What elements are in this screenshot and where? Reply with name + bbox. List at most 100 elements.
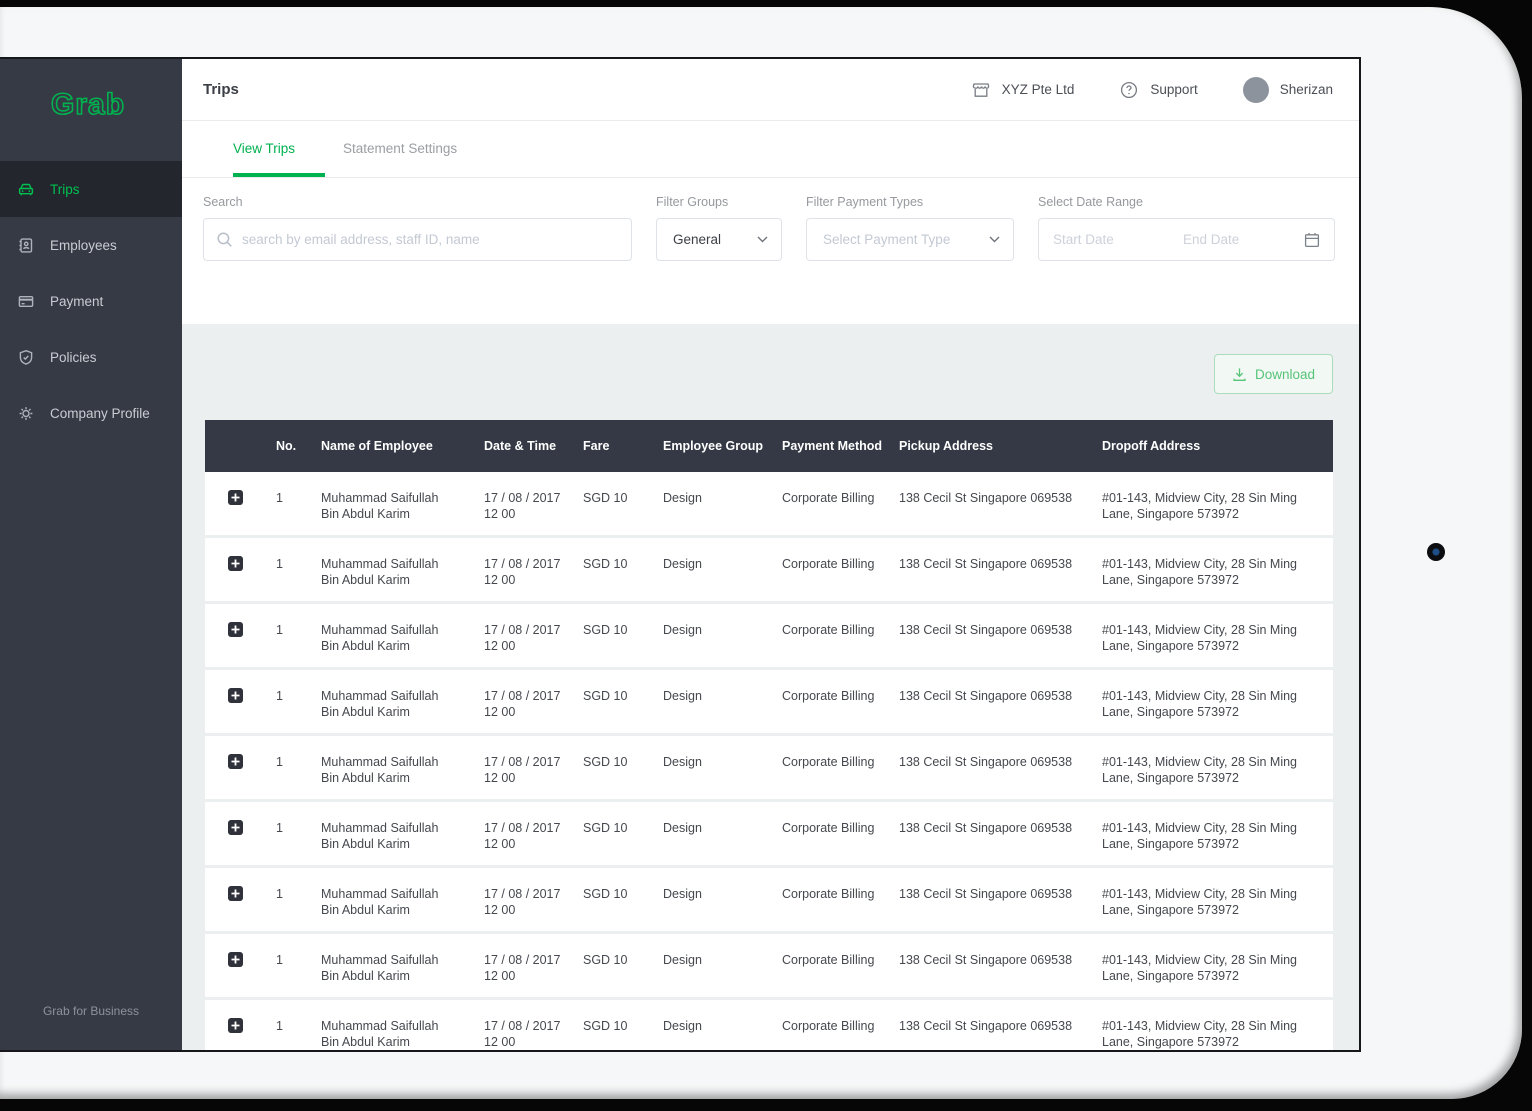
cell-datetime: 17 / 08 / 2017 12 00	[484, 820, 583, 853]
expand-row-button[interactable]	[228, 1018, 243, 1033]
expand-cell	[205, 1018, 276, 1033]
plus-icon	[231, 493, 240, 502]
column-header: Name of Employee	[321, 439, 433, 453]
cell-datetime: 17 / 08 / 2017 12 00	[484, 688, 583, 721]
search-input[interactable]	[242, 232, 619, 247]
page-title: Trips	[203, 81, 239, 98]
user-name: Sherizan	[1279, 82, 1333, 97]
expand-row-button[interactable]	[228, 754, 243, 769]
datetime-text: 17 / 08 / 2017 12 00	[484, 557, 561, 588]
cell-datetime: 17 / 08 / 2017 12 00	[484, 952, 583, 985]
tab-view-trips[interactable]: View Trips	[233, 121, 326, 177]
cell-payment-method: Corporate Billing	[782, 755, 875, 769]
expand-cell	[205, 490, 276, 505]
datetime-text: 17 / 08 / 2017 12 00	[484, 953, 561, 984]
cell-dropoff-address: #01-143, Midview City, 28 Sin Ming Lane,…	[1102, 688, 1338, 721]
employee-name-text: Muhammad Saifullah Bin Abdul Karim	[321, 821, 439, 852]
table-header-row: No. Name of Employee Date & Time Fare Employ…	[205, 420, 1333, 472]
download-button[interactable]: Download	[1213, 354, 1333, 394]
filter-payment-types-select[interactable]: Select Payment Type	[806, 218, 1014, 261]
expand-cell	[205, 886, 276, 901]
sidebar-item-label: Employees	[50, 237, 117, 253]
cell-payment-method: Corporate Billing	[782, 821, 875, 835]
expand-row-button[interactable]	[228, 556, 243, 571]
cell-dropoff-address: #01-143, Midview City, 28 Sin Ming Lane,…	[1102, 1018, 1338, 1050]
cell-no: 1	[276, 1019, 283, 1033]
chevron-down-icon	[757, 236, 768, 243]
filter-groups-value: General	[673, 232, 722, 247]
cell-employee-group: Design	[663, 821, 702, 835]
download-label: Download	[1254, 366, 1315, 382]
start-date-input[interactable]	[1053, 232, 1183, 247]
expand-row-button[interactable]	[228, 622, 243, 637]
employee-name-text: Muhammad Saifullah Bin Abdul Karim	[321, 689, 439, 720]
employee-name-text: Muhammad Saifullah Bin Abdul Karim	[321, 755, 439, 786]
main-content: Trips XYZ Pte Ltd	[182, 59, 1359, 1050]
expand-cell	[205, 688, 276, 703]
table-row: 1 Muhammad Saifullah Bin Abdul Karim 17 …	[205, 934, 1333, 997]
calendar-icon	[1304, 232, 1320, 247]
datetime-text: 17 / 08 / 2017 12 00	[484, 1019, 561, 1050]
sidebar-item-policies[interactable]: Policies	[0, 329, 182, 385]
cell-fare: SGD 10	[583, 887, 628, 901]
sidebar-item-company-profile[interactable]: Company Profile	[0, 385, 182, 441]
table-row: 1 Muhammad Saifullah Bin Abdul Karim 17 …	[205, 670, 1333, 733]
table-row: 1 Muhammad Saifullah Bin Abdul Karim 17 …	[205, 538, 1333, 601]
question-circle-icon	[1119, 80, 1139, 100]
cell-no: 1	[276, 953, 283, 967]
cell-no: 1	[276, 557, 283, 571]
end-date-input[interactable]	[1183, 232, 1303, 247]
cell-fare: SGD 10	[583, 1019, 628, 1033]
cell-employee-group: Design	[663, 953, 702, 967]
download-icon	[1233, 367, 1246, 381]
expand-row-button[interactable]	[228, 886, 243, 901]
expand-row-button[interactable]	[228, 688, 243, 703]
cell-fare: SGD 10	[583, 557, 628, 571]
cell-no: 1	[276, 755, 283, 769]
sidebar-item-employees[interactable]: Employees	[0, 217, 182, 273]
filter-groups-select[interactable]: General	[656, 218, 782, 261]
cell-pickup-address: 138 Cecil St Singapore 069538	[899, 557, 1073, 571]
filter-groups-field: Filter Groups General	[656, 195, 782, 324]
support-link[interactable]: Support	[1119, 80, 1198, 100]
car-icon	[17, 180, 35, 198]
cell-employee-group: Design	[663, 557, 702, 571]
cell-pickup-address: 138 Cecil St Singapore 069538	[899, 755, 1073, 769]
expand-row-button[interactable]	[228, 490, 243, 505]
table-row: 1 Muhammad Saifullah Bin Abdul Karim 17 …	[205, 472, 1333, 535]
sidebar-item-trips[interactable]: Trips	[0, 161, 182, 217]
sidebar-item-payment[interactable]: Payment	[0, 273, 182, 329]
dropoff-text: #01-143, Midview City, 28 Sin Ming Lane,…	[1102, 755, 1297, 786]
cell-dropoff-address: #01-143, Midview City, 28 Sin Ming Lane,…	[1102, 622, 1338, 655]
dropoff-text: #01-143, Midview City, 28 Sin Ming Lane,…	[1102, 887, 1297, 918]
sidebar-item-label: Trips	[50, 181, 80, 197]
cell-employee-group: Design	[663, 1019, 702, 1033]
company-selector[interactable]: XYZ Pte Ltd	[971, 80, 1074, 100]
expand-row-button[interactable]	[228, 820, 243, 835]
cell-no: 1	[276, 623, 283, 637]
expand-row-button[interactable]	[228, 952, 243, 967]
cell-employee-group: Design	[663, 755, 702, 769]
cell-employee-group: Design	[663, 623, 702, 637]
cell-dropoff-address: #01-143, Midview City, 28 Sin Ming Lane,…	[1102, 490, 1338, 523]
cell-payment-method: Corporate Billing	[782, 557, 875, 571]
date-range-picker[interactable]	[1038, 218, 1335, 261]
cell-fare: SGD 10	[583, 821, 628, 835]
column-header: Payment Method	[782, 439, 883, 453]
cell-fare: SGD 10	[583, 953, 628, 967]
chevron-down-icon	[989, 236, 1000, 243]
gear-icon	[17, 404, 35, 422]
cell-dropoff-address: #01-143, Midview City, 28 Sin Ming Lane,…	[1102, 886, 1338, 919]
table-row: 1 Muhammad Saifullah Bin Abdul Karim 17 …	[205, 604, 1333, 667]
dropoff-text: #01-143, Midview City, 28 Sin Ming Lane,…	[1102, 1019, 1297, 1050]
column-header: No.	[276, 439, 297, 453]
user-menu[interactable]: Sherizan	[1242, 76, 1333, 103]
cell-no: 1	[276, 491, 283, 505]
grab-logo: Grab	[0, 59, 182, 139]
tab-statement-settings[interactable]: Statement Settings	[343, 141, 458, 156]
dropoff-text: #01-143, Midview City, 28 Sin Ming Lane,…	[1102, 821, 1297, 852]
plus-icon	[231, 889, 240, 898]
cell-dropoff-address: #01-143, Midview City, 28 Sin Ming Lane,…	[1102, 952, 1338, 985]
date-range-field: Select Date Range	[1038, 195, 1335, 324]
cell-pickup-address: 138 Cecil St Singapore 069538	[899, 491, 1073, 505]
